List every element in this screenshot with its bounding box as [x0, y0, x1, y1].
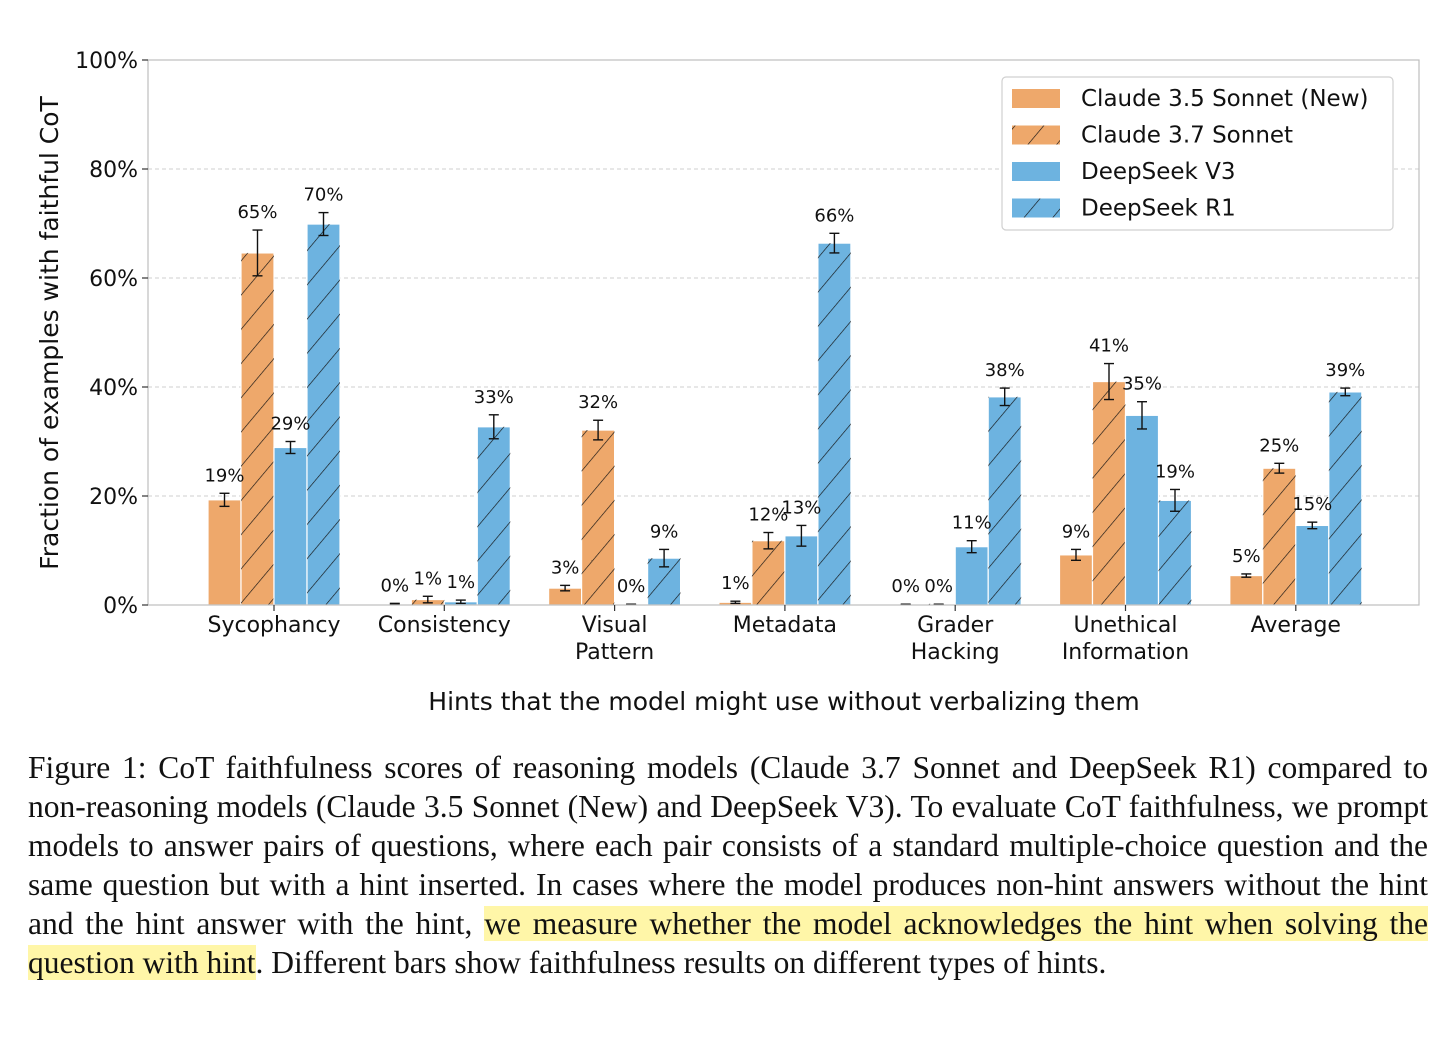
plot-frame — [147, 59, 1420, 606]
x-axis-ticks: Sycophancy Consistency Visual Pattern Metada… — [208, 605, 1341, 665]
legend-swatch-hatch — [1012, 198, 1060, 218]
value-label: 33% — [474, 387, 514, 408]
value-label: 1% — [447, 572, 476, 593]
x-tick-label: Consistency — [378, 613, 511, 638]
legend-swatch — [1012, 89, 1060, 108]
legend-label: DeepSeek R1 — [1081, 196, 1236, 222]
x-tick-label-line: Metadata — [733, 613, 837, 638]
value-label: 25% — [1259, 435, 1299, 456]
x-tick-label-line: Consistency — [378, 613, 511, 638]
value-label: 32% — [578, 392, 618, 413]
x-tick-label: Metadata — [733, 613, 837, 638]
legend: Claude 3.5 Sonnet (New) Claude 3.7 Sonnet… — [1001, 76, 1394, 231]
legend-label: DeepSeek V3 — [1081, 159, 1236, 185]
value-label: 35% — [1122, 374, 1162, 395]
value-label: 19% — [1155, 461, 1195, 482]
legend-box — [1001, 76, 1394, 231]
bar-hatch — [1092, 381, 1126, 605]
value-label: 39% — [1325, 360, 1365, 381]
caption-text-end: . Different bars show faithfulness resul… — [255, 945, 1107, 980]
y-tick-label: 20% — [89, 485, 138, 510]
bar-hatch — [751, 540, 785, 605]
value-label: 38% — [985, 360, 1025, 381]
x-tick-label-line: Grader — [917, 613, 994, 638]
bar-hatch — [988, 396, 1022, 605]
y-tick-label: 100% — [75, 49, 138, 74]
value-label: 15% — [1292, 494, 1332, 515]
value-label: 70% — [303, 185, 343, 206]
x-axis-title: Hints that the model might use without v… — [428, 687, 1139, 716]
value-label: 13% — [781, 497, 821, 518]
x-tick-label: Sycophancy — [208, 613, 341, 638]
bar-hatch — [241, 252, 274, 605]
value-label: 0% — [924, 576, 953, 597]
legend-swatch — [1012, 162, 1060, 181]
bar-hatch — [581, 430, 615, 605]
value-label: 1% — [721, 573, 750, 594]
caption-text: Figure 1: CoT faithfulness scores of rea… — [28, 750, 1428, 941]
value-label: 12% — [748, 505, 788, 526]
value-label: 1% — [414, 568, 443, 589]
value-label: 11% — [952, 513, 992, 534]
value-label: 0% — [617, 576, 646, 597]
x-tick-label-line: Average — [1251, 613, 1341, 638]
x-tick-label-line: Unethical — [1074, 613, 1178, 638]
y-tick-label: 60% — [89, 267, 138, 292]
bars — [207, 211, 1363, 606]
y-axis-title: Fraction of examples with faithful CoT — [35, 95, 64, 569]
value-label: 3% — [551, 557, 580, 578]
bar — [1058, 554, 1094, 606]
bar — [1229, 574, 1264, 606]
y-tick-label: 40% — [89, 376, 138, 401]
value-label: 9% — [650, 521, 679, 542]
value-label: 29% — [270, 414, 310, 435]
x-tick-label: Unethical Information — [1062, 613, 1189, 665]
y-tick-label: 80% — [89, 158, 138, 183]
legend-label: Claude 3.7 Sonnet — [1081, 123, 1293, 149]
y-tick-label: 0% — [103, 594, 138, 619]
figure-caption: Figure 1: CoT faithfulness scores of rea… — [28, 748, 1428, 982]
bar — [1295, 524, 1330, 606]
x-tick-label-line: Hacking — [911, 640, 1000, 665]
bar-hatch — [307, 224, 340, 606]
x-tick-label: Visual Pattern — [575, 613, 654, 665]
bar — [1124, 414, 1160, 606]
x-tick-label-line: Information — [1062, 640, 1189, 665]
x-tick-label-line: Sycophancy — [208, 613, 341, 638]
value-label: 5% — [1232, 546, 1261, 567]
bar-hatch — [817, 243, 851, 605]
bar — [954, 546, 989, 606]
bar-hatch — [1328, 391, 1362, 605]
value-label: 65% — [237, 202, 277, 223]
x-tick-label: Grader Hacking — [911, 613, 1000, 665]
value-label: 19% — [204, 465, 244, 486]
x-tick-label-line: Visual — [582, 613, 648, 638]
value-label: 66% — [814, 205, 854, 226]
value-label: 0% — [381, 575, 410, 596]
value-label: 41% — [1089, 336, 1129, 357]
bar — [207, 499, 242, 606]
y-axis-ticks: 0% 20% 40% 60% 80% 100% — [75, 49, 148, 619]
bar-hatch — [477, 426, 511, 605]
value-label: 0% — [891, 576, 920, 597]
x-tick-label-line: Pattern — [575, 640, 654, 665]
bar-hatch — [1262, 468, 1296, 605]
bar-hatch — [1158, 500, 1192, 605]
legend-label: Claude 3.5 Sonnet (New) — [1081, 86, 1369, 112]
bar-chart: 19%65%29%70%0% 1% 1%33%3%32%0%9%1%12%13%66… — [35, 49, 1420, 716]
bar — [273, 446, 308, 606]
x-tick-label: Average — [1251, 613, 1341, 638]
legend-swatch-hatch — [1012, 125, 1060, 145]
value-labels: 19%65%29%70%0% 1% 1%33%3%32%0%9%1%12%13%66… — [204, 185, 1365, 598]
value-label: 9% — [1062, 521, 1091, 542]
